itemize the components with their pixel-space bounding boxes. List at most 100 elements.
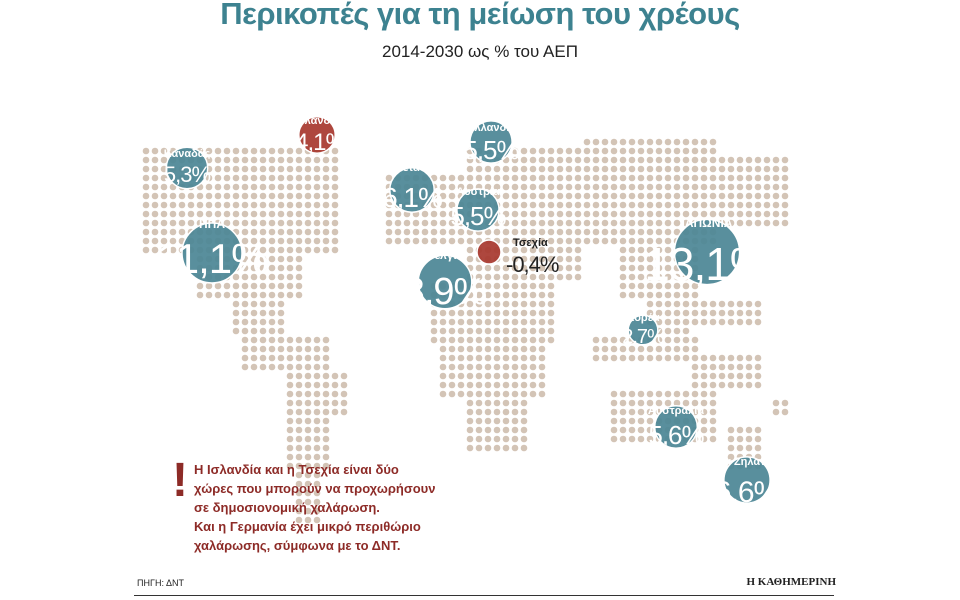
map-dot [169, 201, 177, 209]
map-dot [772, 174, 780, 182]
map-dot [466, 327, 474, 335]
map-dot [313, 453, 321, 461]
map-dot [673, 300, 681, 308]
map-dot [232, 309, 240, 317]
map-dot [610, 399, 618, 407]
map-dot [529, 300, 537, 308]
map-dot [304, 237, 312, 245]
map-dot [511, 417, 519, 425]
map-dot [511, 264, 519, 272]
map-dot [556, 174, 564, 182]
map-dot [754, 183, 762, 191]
map-dot [655, 318, 663, 326]
map-dot [493, 282, 501, 290]
map-dot [628, 408, 636, 416]
map-dot [700, 381, 708, 389]
map-dot [322, 192, 330, 200]
map-dot [601, 237, 609, 245]
map-dot [682, 210, 690, 218]
map-dot [259, 228, 267, 236]
map-dot [448, 228, 456, 236]
map-dot [520, 147, 528, 155]
map-dot [745, 156, 753, 164]
map-dot [475, 282, 483, 290]
map-dot [421, 228, 429, 236]
map-dot [637, 255, 645, 263]
map-dot [547, 336, 555, 344]
map-dot [664, 201, 672, 209]
map-dot [484, 345, 492, 353]
map-dot [259, 282, 267, 290]
map-dot [259, 201, 267, 209]
map-dot [637, 291, 645, 299]
map-dot [286, 462, 294, 470]
map-dot [484, 390, 492, 398]
map-dot [259, 219, 267, 227]
map-dot [619, 165, 627, 173]
map-dot [331, 183, 339, 191]
map-dot [727, 309, 735, 317]
map-dot [214, 291, 222, 299]
map-dot [655, 147, 663, 155]
map-dot [565, 174, 573, 182]
map-dot [754, 156, 762, 164]
map-dot [691, 183, 699, 191]
map-dot [304, 462, 312, 470]
map-dot [781, 408, 789, 416]
map-dot [475, 318, 483, 326]
bubble-value-label: 5,6% [648, 420, 704, 450]
map-dot [511, 156, 519, 164]
map-dot [664, 300, 672, 308]
map-dot [322, 345, 330, 353]
map-dot [313, 381, 321, 389]
source-credit: ΠΗΓΗ: ΔΝΤ [137, 578, 184, 588]
map-dot [529, 291, 537, 299]
map-dot [466, 372, 474, 380]
map-dot [673, 291, 681, 299]
map-dot [673, 228, 681, 236]
map-dot [232, 273, 240, 281]
map-dot [529, 309, 537, 317]
map-dot [673, 318, 681, 326]
map-dot [268, 192, 276, 200]
map-dot [475, 444, 483, 452]
map-dot [259, 174, 267, 182]
map-dot [448, 201, 456, 209]
map-dot [304, 210, 312, 218]
map-dot [187, 201, 195, 209]
map-dot [151, 165, 159, 173]
map-dot [538, 390, 546, 398]
map-dot [772, 210, 780, 218]
map-dot [286, 219, 294, 227]
map-dot [511, 336, 519, 344]
map-dot [619, 156, 627, 164]
map-dot [286, 192, 294, 200]
map-dot [709, 138, 717, 146]
map-dot [286, 165, 294, 173]
map-dot [745, 363, 753, 371]
map-dot [295, 372, 303, 380]
map-dot [529, 354, 537, 362]
map-dot [538, 363, 546, 371]
map-dot [529, 363, 537, 371]
map-dot [250, 219, 258, 227]
map-dot [466, 399, 474, 407]
map-dot [736, 174, 744, 182]
map-dot [682, 390, 690, 398]
map-dot [691, 210, 699, 218]
map-dot [241, 156, 249, 164]
map-dot [340, 390, 348, 398]
map-dot [691, 309, 699, 317]
map-dot [610, 390, 618, 398]
map-dot [682, 183, 690, 191]
map-dot [169, 246, 177, 254]
map-dot [655, 390, 663, 398]
map-dot [178, 201, 186, 209]
map-dot [169, 210, 177, 218]
map-dot [646, 246, 654, 254]
map-dot [529, 264, 537, 272]
map-dot [547, 255, 555, 263]
map-dot [673, 156, 681, 164]
map-dot [322, 417, 330, 425]
map-dot [529, 174, 537, 182]
